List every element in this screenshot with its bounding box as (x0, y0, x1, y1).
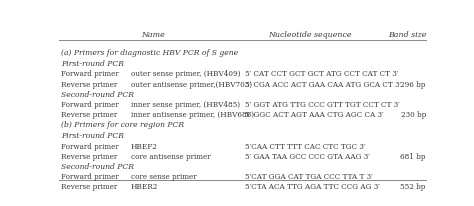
Text: Reverse primer: Reverse primer (61, 153, 118, 161)
Text: Band size: Band size (388, 31, 427, 39)
Text: Forward primer: Forward primer (61, 70, 119, 78)
Text: 552 bp: 552 bp (401, 183, 426, 191)
Text: 5′ CGA ACC ACT GAA CAA ATG GCA CT 3′: 5′ CGA ACC ACT GAA CAA ATG GCA CT 3′ (245, 81, 401, 89)
Text: core antisense primer: core antisense primer (131, 153, 210, 161)
Text: First-round PCR: First-round PCR (61, 132, 124, 140)
Text: Reverse primer: Reverse primer (61, 183, 118, 191)
Text: HBER2: HBER2 (131, 183, 158, 191)
Text: 296 bp: 296 bp (401, 81, 426, 89)
Text: (b) Primers for core region PCR: (b) Primers for core region PCR (61, 122, 184, 129)
Text: 5′ GGC ACT AGT AAA CTG AGC CA 3′: 5′ GGC ACT AGT AAA CTG AGC CA 3′ (245, 111, 383, 119)
Text: 5′ GAA TAA GCC CCC GTA AAG 3′: 5′ GAA TAA GCC CCC GTA AAG 3′ (245, 153, 370, 161)
Text: 5′ CAT CCT GCT GCT ATG CCT CAT CT 3′: 5′ CAT CCT GCT GCT ATG CCT CAT CT 3′ (245, 70, 398, 78)
Text: core sense primer: core sense primer (131, 173, 197, 181)
Text: inner sense primer, (HBV485): inner sense primer, (HBV485) (131, 101, 240, 109)
Text: Forward primer: Forward primer (61, 101, 119, 109)
Text: Nucleotide sequence: Nucleotide sequence (268, 31, 352, 39)
Text: inner antisense primer, (HBV686): inner antisense primer, (HBV686) (131, 111, 254, 119)
Text: Reverse primer: Reverse primer (61, 81, 118, 89)
Text: Forward primer: Forward primer (61, 173, 119, 181)
Text: outer sense primer, (HBV409): outer sense primer, (HBV409) (131, 70, 240, 78)
Text: 5′CAA CTT TTT CAC CTC TGC 3′: 5′CAA CTT TTT CAC CTC TGC 3′ (245, 143, 365, 151)
Text: 681 bp: 681 bp (401, 153, 426, 161)
Text: Reverse primer: Reverse primer (61, 111, 118, 119)
Text: outer antisense primer,(HBV703): outer antisense primer,(HBV703) (131, 81, 252, 89)
Text: 230 bp: 230 bp (401, 111, 426, 119)
Text: 5′ GGT ATG TTG CCC GTT TGT CCT CT 3′: 5′ GGT ATG TTG CCC GTT TGT CCT CT 3′ (245, 101, 400, 109)
Text: 5′CAT GGA CAT TGA CCC TTA T 3′: 5′CAT GGA CAT TGA CCC TTA T 3′ (245, 173, 373, 181)
Text: Second-round PCR: Second-round PCR (61, 163, 134, 171)
Text: 5′CTA ACA TTG AGA TTC CCG AG 3′: 5′CTA ACA TTG AGA TTC CCG AG 3′ (245, 183, 380, 191)
Text: Forward primer: Forward primer (61, 143, 119, 151)
Text: Second-round PCR: Second-round PCR (61, 91, 134, 99)
Text: (a) Primers for diagnostic HBV PCR of S gene: (a) Primers for diagnostic HBV PCR of S … (61, 49, 238, 57)
Text: First-round PCR: First-round PCR (61, 60, 124, 68)
Text: HBEF2: HBEF2 (131, 143, 158, 151)
Text: Name: Name (141, 31, 165, 39)
